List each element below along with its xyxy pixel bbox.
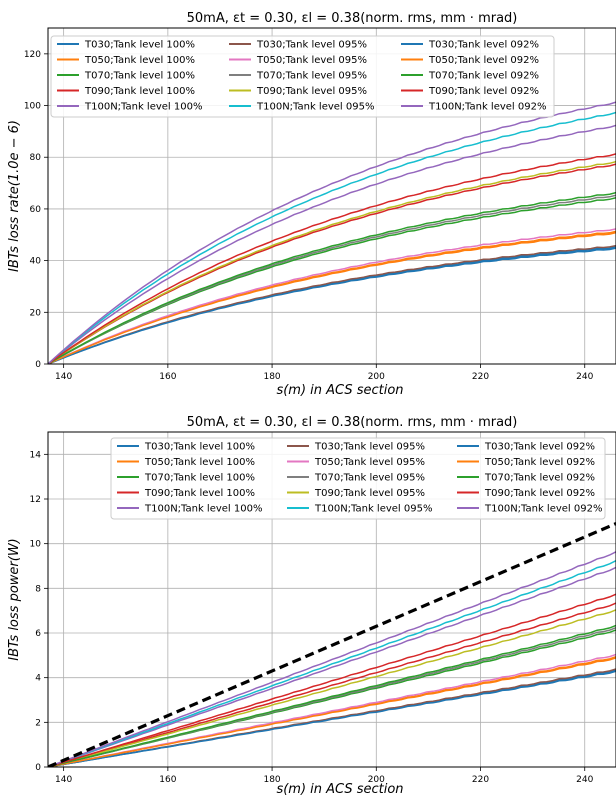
x-tick-label: 180	[263, 372, 280, 382]
y-tick-label: 40	[30, 257, 42, 267]
series-line	[48, 160, 616, 364]
y-tick-label: 0	[35, 763, 41, 773]
y-axis-label: IBTs loss power(W)	[7, 538, 22, 660]
x-tick-label: 240	[576, 372, 593, 382]
legend-label: T070;Tank level 100%	[84, 71, 195, 82]
series-line	[48, 593, 616, 767]
y-tick-label: 60	[30, 205, 42, 215]
legend-label: T030;Tank level 092%	[484, 442, 595, 453]
series-line	[48, 231, 616, 364]
series-line	[48, 111, 616, 364]
series-line	[48, 247, 616, 364]
y-tick-label: 2	[35, 718, 41, 728]
legend-label: T090;Tank level 095%	[314, 488, 425, 499]
series-line	[48, 101, 616, 364]
legend-label: T050;Tank level 100%	[144, 457, 255, 468]
legend-label: T090;Tank level 092%	[428, 86, 539, 97]
legend-label: T100N;Tank level 100%	[144, 504, 262, 515]
series-group	[48, 101, 616, 364]
legend-label: T050;Tank level 092%	[428, 55, 539, 66]
legend-label: T050;Tank level 095%	[256, 55, 367, 66]
x-tick-label: 200	[368, 775, 385, 785]
legend-label: T050;Tank level 095%	[314, 457, 425, 468]
legend-label: T070;Tank level 095%	[314, 473, 425, 484]
series-line	[48, 657, 616, 767]
series-line	[48, 624, 616, 767]
series-line	[48, 670, 616, 767]
legend-box	[110, 437, 606, 520]
y-tick-label: 100	[24, 102, 41, 112]
y-tick-label: 120	[24, 50, 41, 60]
x-tick-label: 160	[159, 372, 176, 382]
y-axis-label: IBTs loss rate(1.0e − 6)	[7, 120, 22, 272]
chart-title: 50mA, εt = 0.30, εl = 0.38(norm. rms, mm…	[187, 415, 518, 430]
series-line	[48, 191, 616, 364]
legend-label: T100N;Tank level 092%	[428, 102, 546, 113]
legend-label: T030;Tank level 100%	[144, 442, 255, 453]
series-line	[48, 566, 616, 767]
legend-label: T030;Tank level 095%	[256, 40, 367, 51]
x-tick-label: 180	[263, 775, 280, 785]
legend-label: T100N;Tank level 095%	[256, 102, 374, 113]
y-tick-label: 8	[35, 584, 41, 594]
legend-label: T100N;Tank level 095%	[314, 504, 432, 515]
y-tick-label: 80	[30, 153, 42, 163]
legend-label: T070;Tank level 100%	[144, 473, 255, 484]
x-tick-label: 140	[55, 372, 72, 382]
series-line	[48, 551, 616, 767]
axes-frame	[47, 431, 616, 768]
series-line	[48, 602, 616, 767]
legend-label: T050;Tank level 100%	[84, 55, 195, 66]
legend-label: T090;Tank level 095%	[256, 86, 367, 97]
y-tick-label: 4	[35, 674, 41, 684]
legend-label: T100N;Tank level 100%	[84, 102, 202, 113]
x-tick-label: 240	[576, 775, 593, 785]
x-tick-label: 220	[472, 372, 489, 382]
series-line	[48, 560, 616, 767]
y-tick-label: 10	[30, 540, 42, 550]
legend-label: T090;Tank level 092%	[484, 488, 595, 499]
series-line	[48, 124, 616, 364]
series-line	[48, 228, 616, 364]
legend-label: T090;Tank level 100%	[84, 86, 195, 97]
legend-box	[50, 35, 555, 118]
legend-label: T090;Tank level 100%	[144, 488, 255, 499]
y-tick-label: 20	[30, 308, 42, 318]
chart-2: 140 160 180 200 220 240 0 2 4 6 8 10 12 14 50mA, εt = …	[7, 415, 616, 797]
legend-label: T030;Tank level 095%	[314, 442, 425, 453]
x-tick-label: 160	[159, 775, 176, 785]
legend-label: T070;Tank level 092%	[484, 473, 595, 484]
chart-1: 140 160 180 200 220 240 0 20 40 60 80 100 120 50mA, ε…	[7, 11, 616, 398]
x-axis-label: s(m) in ACS section	[276, 383, 403, 398]
y-tick-label: 0	[35, 360, 41, 370]
legend-label: T100N;Tank level 092%	[484, 504, 602, 515]
y-tick-label: 14	[30, 450, 42, 460]
y-tick-label: 12	[30, 495, 41, 505]
legend-label: T030;Tank level 100%	[84, 40, 195, 51]
x-tick-label: 200	[368, 372, 385, 382]
x-axis-label: s(m) in ACS section	[276, 782, 403, 797]
y-tick-label: 6	[35, 629, 41, 639]
x-tick-label: 220	[472, 775, 489, 785]
series-line	[48, 153, 616, 364]
axes-frame	[47, 27, 616, 365]
x-tick-label: 140	[55, 775, 72, 785]
legend-label: T070;Tank level 092%	[428, 71, 539, 82]
legend-label: T070;Tank level 095%	[256, 71, 367, 82]
legend-label: T050;Tank level 092%	[484, 457, 595, 468]
legend: T030;Tank level 100% T050;Tank level 100%…	[50, 35, 555, 118]
series-line	[48, 609, 616, 767]
legend: T030;Tank level 100% T050;Tank level 100%…	[110, 437, 606, 520]
chart-title: 50mA, εt = 0.30, εl = 0.38(norm. rms, mm…	[187, 11, 518, 26]
legend-label: T030;Tank level 092%	[428, 40, 539, 51]
reference-dashed-line	[48, 522, 616, 767]
series-group	[48, 522, 616, 767]
